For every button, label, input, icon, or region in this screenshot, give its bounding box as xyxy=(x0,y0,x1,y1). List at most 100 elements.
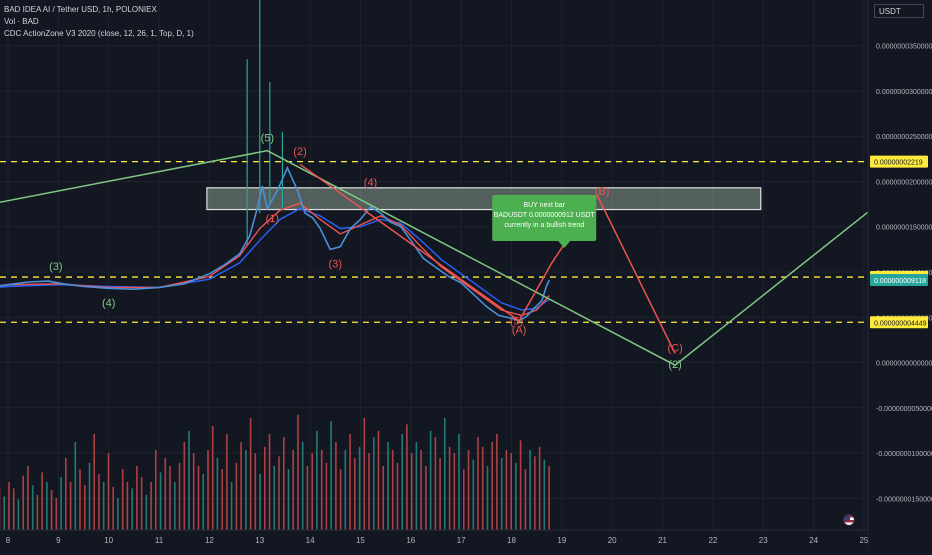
volume-bar xyxy=(449,447,451,530)
volume-bar xyxy=(27,466,29,530)
volume-bar xyxy=(150,482,152,530)
volume-bar xyxy=(13,488,15,530)
volume-bar xyxy=(283,437,285,530)
volume-bar xyxy=(226,434,228,530)
time-axis-tick-label: 20 xyxy=(608,536,617,545)
symbol-title[interactable]: BAD IDEA AI / Tether USD, 1h, POLONIEX xyxy=(4,4,194,16)
time-axis-tick-label: 19 xyxy=(557,536,566,545)
price-axis-tick-label: 0.0000000150000 xyxy=(876,225,932,232)
volume-bar xyxy=(41,472,43,530)
time-axis-tick-label: 14 xyxy=(306,536,315,545)
time-axis-tick-label: 25 xyxy=(859,536,868,545)
volume-bar xyxy=(321,450,323,530)
volume-bar xyxy=(18,500,20,530)
volume-bar xyxy=(387,442,389,530)
volume-bar xyxy=(525,469,527,530)
volume-bar xyxy=(245,450,247,530)
volume-bar xyxy=(340,469,342,530)
volume-bar xyxy=(482,447,484,530)
currency-button[interactable]: USDT xyxy=(874,4,924,18)
volume-bar xyxy=(8,482,10,530)
volume-bar xyxy=(473,460,475,530)
volume-bar xyxy=(65,458,67,530)
volume-bar xyxy=(501,458,503,530)
volume-bar xyxy=(127,482,129,530)
volume-bar xyxy=(37,495,39,530)
volume-bar xyxy=(463,469,465,530)
volume-bar xyxy=(236,463,238,530)
volume-bar xyxy=(46,482,48,530)
volume-bar xyxy=(60,477,62,530)
volume-bar xyxy=(368,453,370,530)
volume-bar xyxy=(506,450,508,530)
buy-signal-text: BUY next bar xyxy=(523,202,565,209)
red-wave-label: (3) xyxy=(329,258,342,270)
volume-bar xyxy=(401,434,403,530)
volume-bar xyxy=(302,442,304,530)
time-axis-tick-label: 12 xyxy=(205,536,214,545)
volume-bar xyxy=(103,482,105,530)
volume-bar xyxy=(444,418,446,530)
volume-bar xyxy=(430,431,432,530)
level-price-badge-text: 0.00000002219 xyxy=(874,160,923,167)
volume-bar xyxy=(378,431,380,530)
level-price-badge-text: 0.000000004449 xyxy=(874,320,927,327)
volume-bar xyxy=(131,488,133,530)
volume-bar xyxy=(496,434,498,530)
volume-bar xyxy=(231,482,233,530)
volume-bar xyxy=(278,456,280,530)
chart-legend: BAD IDEA AI / Tether USD, 1h, POLONIEX V… xyxy=(4,4,194,40)
us-flag-icon[interactable] xyxy=(843,514,855,526)
volume-bar xyxy=(250,418,252,530)
volume-bar xyxy=(520,440,522,530)
volume-bar xyxy=(146,495,148,530)
volume-bar xyxy=(255,453,257,530)
volume-bar xyxy=(529,450,531,530)
volume-bar xyxy=(548,466,550,530)
volume-bar xyxy=(539,447,541,530)
volume-bar xyxy=(169,466,171,530)
volume-indicator-label[interactable]: Vol · BAD xyxy=(4,16,194,28)
volume-bar xyxy=(122,469,124,530)
volume-bar xyxy=(316,431,318,530)
volume-bar xyxy=(212,426,214,530)
volume-bar xyxy=(98,474,100,530)
time-axis-tick-label: 21 xyxy=(658,536,667,545)
volume-bar xyxy=(544,460,546,530)
volume-bar xyxy=(221,469,223,530)
time-axis-tick-label: 8 xyxy=(6,536,11,545)
volume-bar xyxy=(193,453,195,530)
volume-bar xyxy=(359,447,361,530)
time-axis-tick-label: 22 xyxy=(708,536,717,545)
red-wave-label: (A) xyxy=(512,325,527,337)
volume-bar xyxy=(207,450,209,530)
time-axis-tick-label: 18 xyxy=(507,536,516,545)
cdc-indicator-label[interactable]: CDC ActionZone V3 2020 (close, 12, 26, 1… xyxy=(4,28,194,40)
red-wave-label: (B) xyxy=(595,186,610,198)
volume-bar xyxy=(406,424,408,530)
last-price-badge-text: 0.000000009118 xyxy=(874,278,926,285)
volume-bar xyxy=(22,476,24,530)
buy-signal-pointer xyxy=(558,241,570,248)
green-wave-label: (5) xyxy=(261,133,274,145)
green-wave-label: (3) xyxy=(49,261,62,273)
volume-bar xyxy=(264,447,266,530)
time-axis-tick-label: 11 xyxy=(155,536,164,545)
volume-bar xyxy=(477,437,479,530)
volume-bar xyxy=(165,458,167,530)
green-wave-label: (4) xyxy=(102,297,115,309)
volume-bar xyxy=(75,442,77,530)
volume-bar xyxy=(416,442,418,530)
time-axis-tick-label: 10 xyxy=(104,536,113,545)
red-wave-label: (2) xyxy=(293,146,306,158)
volume-bar xyxy=(335,442,337,530)
volume-bar xyxy=(179,463,181,530)
price-axis-tick-label: 0.0000000000000 xyxy=(876,361,932,368)
volume-bar xyxy=(420,450,422,530)
volume-bar xyxy=(84,485,86,530)
volume-bar xyxy=(136,466,138,530)
volume-bar xyxy=(292,450,294,530)
